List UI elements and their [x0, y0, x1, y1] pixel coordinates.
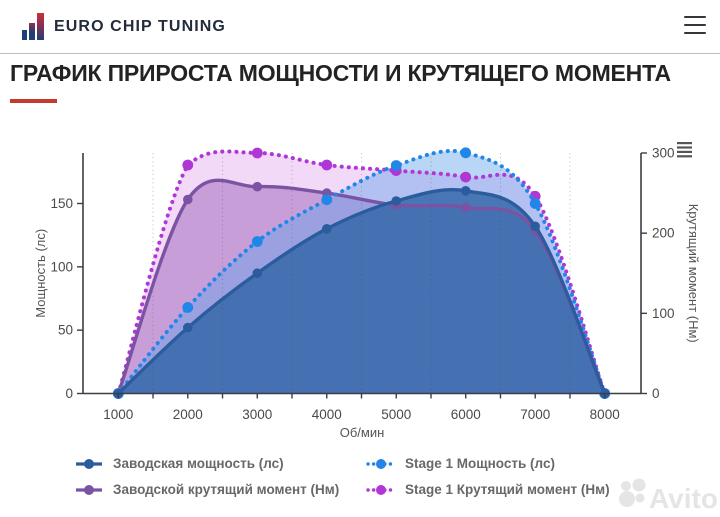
legend-marker-factory-power: [76, 458, 102, 469]
x-tick-label: 3000: [242, 407, 272, 422]
data-point-factory-power: [252, 268, 263, 278]
brand-title: EURO CHIP TUNING: [54, 17, 226, 35]
left-tick-label: 150: [50, 196, 73, 211]
data-point-factory-power: [460, 186, 471, 196]
legend-label-factory-torque: Заводской крутящий момент (Нм): [113, 482, 340, 497]
chart-legend: Заводская мощность (лс) Stage 1 Мощность …: [74, 452, 610, 501]
left-tick-label: 0: [65, 386, 73, 401]
title-accent-bar: [10, 99, 57, 103]
x-axis-title: Об/мин: [340, 425, 385, 440]
avito-logo-icon: [632, 478, 646, 492]
avito-watermark: Avito: [619, 478, 718, 514]
x-tick-label: 6000: [451, 407, 481, 422]
logo-bar-icon: [37, 13, 44, 40]
left-tick-label: 50: [58, 323, 73, 338]
x-tick-label: 4000: [312, 407, 342, 422]
app-header: EURO CHIP TUNING: [0, 0, 720, 54]
data-point-factory-power: [322, 224, 332, 234]
data-point-stage1-power: [321, 194, 333, 206]
data-point-factory-power: [391, 196, 402, 206]
data-point-factory-power: [183, 322, 193, 333]
right-tick-label: 300: [652, 146, 675, 161]
legend-label-stage1-power: Stage 1 Мощность (лс): [405, 456, 555, 471]
data-point-stage1-power: [251, 236, 263, 247]
data-point-factory-torque: [460, 202, 471, 213]
data-point-stage1-torque: [182, 159, 194, 171]
data-point-stage1-torque: [460, 171, 472, 183]
avito-watermark-text: Avito: [649, 483, 718, 514]
x-tick-label: 1000: [103, 407, 133, 422]
data-point-stage1-power: [182, 302, 194, 313]
data-point-stage1-torque: [251, 147, 263, 159]
avito-logo-icon: [621, 481, 631, 491]
x-tick-label: 5000: [381, 407, 411, 422]
legend-label-stage1-torque: Stage 1 Крутящий момент (Нм): [405, 482, 610, 497]
legend-marker-factory-torque: [76, 484, 102, 495]
data-point-stage1-power: [529, 198, 541, 209]
avito-logo-icon: [635, 493, 645, 503]
logo-bar-icon: [29, 23, 35, 40]
legend-item-factory-torque[interactable]: Заводской крутящий момент (Нм): [74, 478, 366, 501]
data-point-factory-torque: [252, 181, 263, 192]
page-title: ГРАФИК ПРИРОСТА МОЩНОСТИ И КРУТЯЩЕГО МОМ…: [10, 60, 671, 86]
legend-marker-stage1-power: [366, 458, 396, 469]
chart-menu-icon[interactable]: [677, 142, 692, 158]
legend-label-factory-power: Заводская мощность (лс): [113, 456, 284, 471]
axes: 1000 2000 3000 4000 5000 6000 7000 8000Об/мин05…: [33, 146, 701, 441]
power-torque-chart: 1000 2000 3000 4000 5000 6000 7000 8000 Об/мин 0 5…: [0, 105, 720, 450]
data-point-stage1-power: [390, 160, 402, 171]
x-tick-label: 7000: [520, 407, 550, 422]
logo-bar-icon: [22, 30, 27, 40]
data-point-factory-torque: [183, 194, 193, 205]
legend-item-factory-power[interactable]: Заводская мощность (лс): [74, 452, 366, 475]
series-area-factory-power: [118, 189, 605, 394]
hamburger-menu-icon[interactable]: [684, 16, 706, 34]
right-axis-title: Крутящий момент (Нм): [686, 204, 701, 343]
left-axis-title: Мощность (лс): [33, 229, 48, 318]
data-point-factory-power: [530, 221, 540, 232]
legend-item-stage1-torque[interactable]: Stage 1 Крутящий момент (Нм): [366, 478, 610, 501]
x-tick-label: 2000: [173, 407, 203, 422]
right-tick-label: 200: [652, 226, 675, 241]
brand-logo-icon: [22, 13, 44, 40]
avito-logo-icon: [619, 491, 635, 507]
x-tick-label: 8000: [590, 407, 620, 422]
legend-marker-stage1-torque: [366, 484, 396, 495]
right-tick-label: 0: [652, 386, 660, 401]
right-tick-label: 100: [652, 306, 675, 321]
data-point-stage1-torque: [321, 159, 333, 171]
data-point-stage1-power: [460, 147, 472, 159]
legend-item-stage1-power[interactable]: Stage 1 Мощность (лс): [366, 452, 610, 475]
left-tick-label: 100: [50, 259, 73, 274]
